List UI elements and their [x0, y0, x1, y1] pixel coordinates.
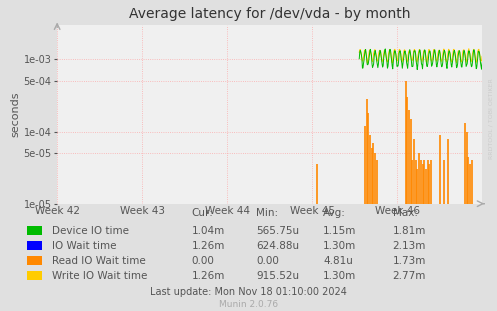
- Text: Cur:: Cur:: [191, 208, 213, 218]
- Text: 1.26m: 1.26m: [191, 271, 225, 281]
- Text: 1.04m: 1.04m: [191, 226, 225, 236]
- Text: Munin 2.0.76: Munin 2.0.76: [219, 300, 278, 309]
- Text: 0.00: 0.00: [256, 256, 279, 266]
- Text: 0.00: 0.00: [191, 256, 214, 266]
- Title: Average latency for /dev/vda - by month: Average latency for /dev/vda - by month: [129, 7, 411, 21]
- Text: 4.81u: 4.81u: [323, 256, 353, 266]
- Text: 2.13m: 2.13m: [393, 241, 426, 251]
- Text: 1.30m: 1.30m: [323, 241, 356, 251]
- Text: Max:: Max:: [393, 208, 417, 218]
- Text: RRDTOOL / TOBI OETIKER: RRDTOOL / TOBI OETIKER: [489, 78, 494, 159]
- Text: Read IO Wait time: Read IO Wait time: [52, 256, 146, 266]
- Text: Avg:: Avg:: [323, 208, 346, 218]
- Text: 624.88u: 624.88u: [256, 241, 299, 251]
- Text: 915.52u: 915.52u: [256, 271, 299, 281]
- Text: 2.77m: 2.77m: [393, 271, 426, 281]
- Text: 1.15m: 1.15m: [323, 226, 356, 236]
- Text: 1.26m: 1.26m: [191, 241, 225, 251]
- Text: IO Wait time: IO Wait time: [52, 241, 117, 251]
- Text: Last update: Mon Nov 18 01:10:00 2024: Last update: Mon Nov 18 01:10:00 2024: [150, 287, 347, 297]
- Text: 1.30m: 1.30m: [323, 271, 356, 281]
- Y-axis label: seconds: seconds: [11, 91, 21, 137]
- Text: Write IO Wait time: Write IO Wait time: [52, 271, 148, 281]
- Text: 565.75u: 565.75u: [256, 226, 299, 236]
- Text: 1.81m: 1.81m: [393, 226, 426, 236]
- Text: Device IO time: Device IO time: [52, 226, 129, 236]
- Text: Min:: Min:: [256, 208, 278, 218]
- Text: 1.73m: 1.73m: [393, 256, 426, 266]
